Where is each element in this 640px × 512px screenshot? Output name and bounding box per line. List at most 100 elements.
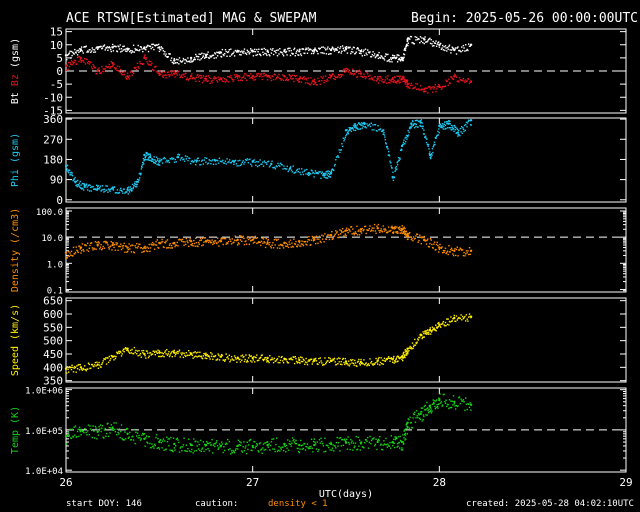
data-point: [93, 51, 95, 53]
data-point: [266, 441, 269, 443]
data-point: [284, 445, 286, 448]
data-point: [307, 174, 310, 177]
data-point: [118, 65, 121, 68]
data-point: [447, 253, 449, 256]
data-point: [420, 119, 423, 121]
data-point: [315, 50, 318, 52]
data-point: [94, 188, 97, 190]
data-point: [153, 161, 156, 164]
data-point: [279, 48, 281, 50]
data-point: [129, 439, 132, 441]
data-point: [354, 52, 357, 55]
data-point: [162, 440, 164, 442]
data-point: [424, 330, 426, 332]
data-point: [352, 359, 354, 361]
data-point: [269, 359, 272, 361]
data-point: [344, 71, 346, 73]
data-point: [226, 80, 228, 82]
data-point: [300, 360, 303, 363]
data-point: [349, 230, 351, 232]
data-point: [417, 412, 420, 415]
data-point: [428, 86, 430, 89]
data-point: [195, 53, 197, 56]
data-point: [432, 151, 434, 154]
data-point: [423, 129, 425, 131]
data-point: [379, 128, 382, 130]
data-point: [282, 168, 284, 170]
data-point: [178, 153, 180, 155]
data-point: [417, 338, 419, 340]
data-point: [385, 143, 387, 145]
data-point: [354, 124, 357, 128]
data-point: [237, 242, 240, 244]
data-point: [417, 339, 420, 341]
data-point: [337, 236, 339, 239]
data-point: [112, 189, 115, 191]
data-point: [76, 184, 78, 186]
data-point: [414, 122, 416, 125]
data-point: [291, 242, 293, 244]
data-point: [216, 81, 219, 83]
data-point: [134, 181, 136, 183]
data-point: [318, 361, 321, 364]
data-point: [89, 425, 91, 427]
data-point: [137, 66, 139, 68]
data-point: [355, 232, 357, 235]
data-point: [319, 240, 321, 243]
data-point: [279, 165, 281, 167]
data-point: [276, 450, 279, 453]
data-point: [420, 89, 422, 91]
data-point: [418, 417, 421, 419]
data-point: [217, 241, 219, 243]
data-point: [158, 50, 161, 53]
data-point: [103, 437, 105, 439]
data-point: [205, 352, 207, 354]
data-point: [189, 443, 193, 447]
data-point: [202, 163, 204, 165]
data-point: [142, 47, 145, 50]
data-point: [194, 159, 196, 161]
data-point: [384, 55, 386, 57]
data-point: [214, 53, 217, 55]
data-point: [71, 175, 74, 177]
data-point: [307, 47, 309, 49]
data-point: [362, 363, 364, 365]
data-point: [295, 240, 297, 243]
data-point: [269, 245, 272, 248]
data-point: [155, 240, 157, 243]
data-point: [405, 85, 407, 88]
data-point: [410, 238, 413, 241]
data-point: [376, 54, 379, 57]
data-point: [135, 246, 137, 249]
data-point: [304, 52, 306, 55]
data-point: [199, 239, 201, 242]
data-point: [281, 78, 283, 80]
data-point: [396, 75, 398, 77]
data-point: [254, 161, 256, 163]
data-point: [413, 413, 415, 416]
data-point: [191, 242, 194, 245]
data-point: [138, 349, 140, 352]
data-point: [141, 251, 143, 253]
data-point: [426, 332, 428, 334]
data-point: [160, 439, 162, 441]
data-point: [361, 75, 364, 78]
data-point: [162, 355, 164, 357]
data-point: [419, 236, 422, 238]
data-point: [185, 450, 187, 452]
data-point: [318, 238, 320, 240]
data-point: [230, 48, 232, 50]
data-point: [163, 53, 165, 55]
data-point: [311, 235, 313, 238]
data-point: [407, 352, 409, 355]
data-point: [431, 148, 434, 150]
data-point: [334, 78, 336, 81]
data-point: [407, 37, 409, 39]
data-point: [264, 74, 267, 76]
data-point: [108, 355, 110, 358]
data-point: [469, 402, 471, 404]
data-point: [170, 57, 173, 59]
data-point: [420, 125, 422, 127]
data-point: [393, 442, 395, 444]
data-point: [256, 354, 258, 356]
